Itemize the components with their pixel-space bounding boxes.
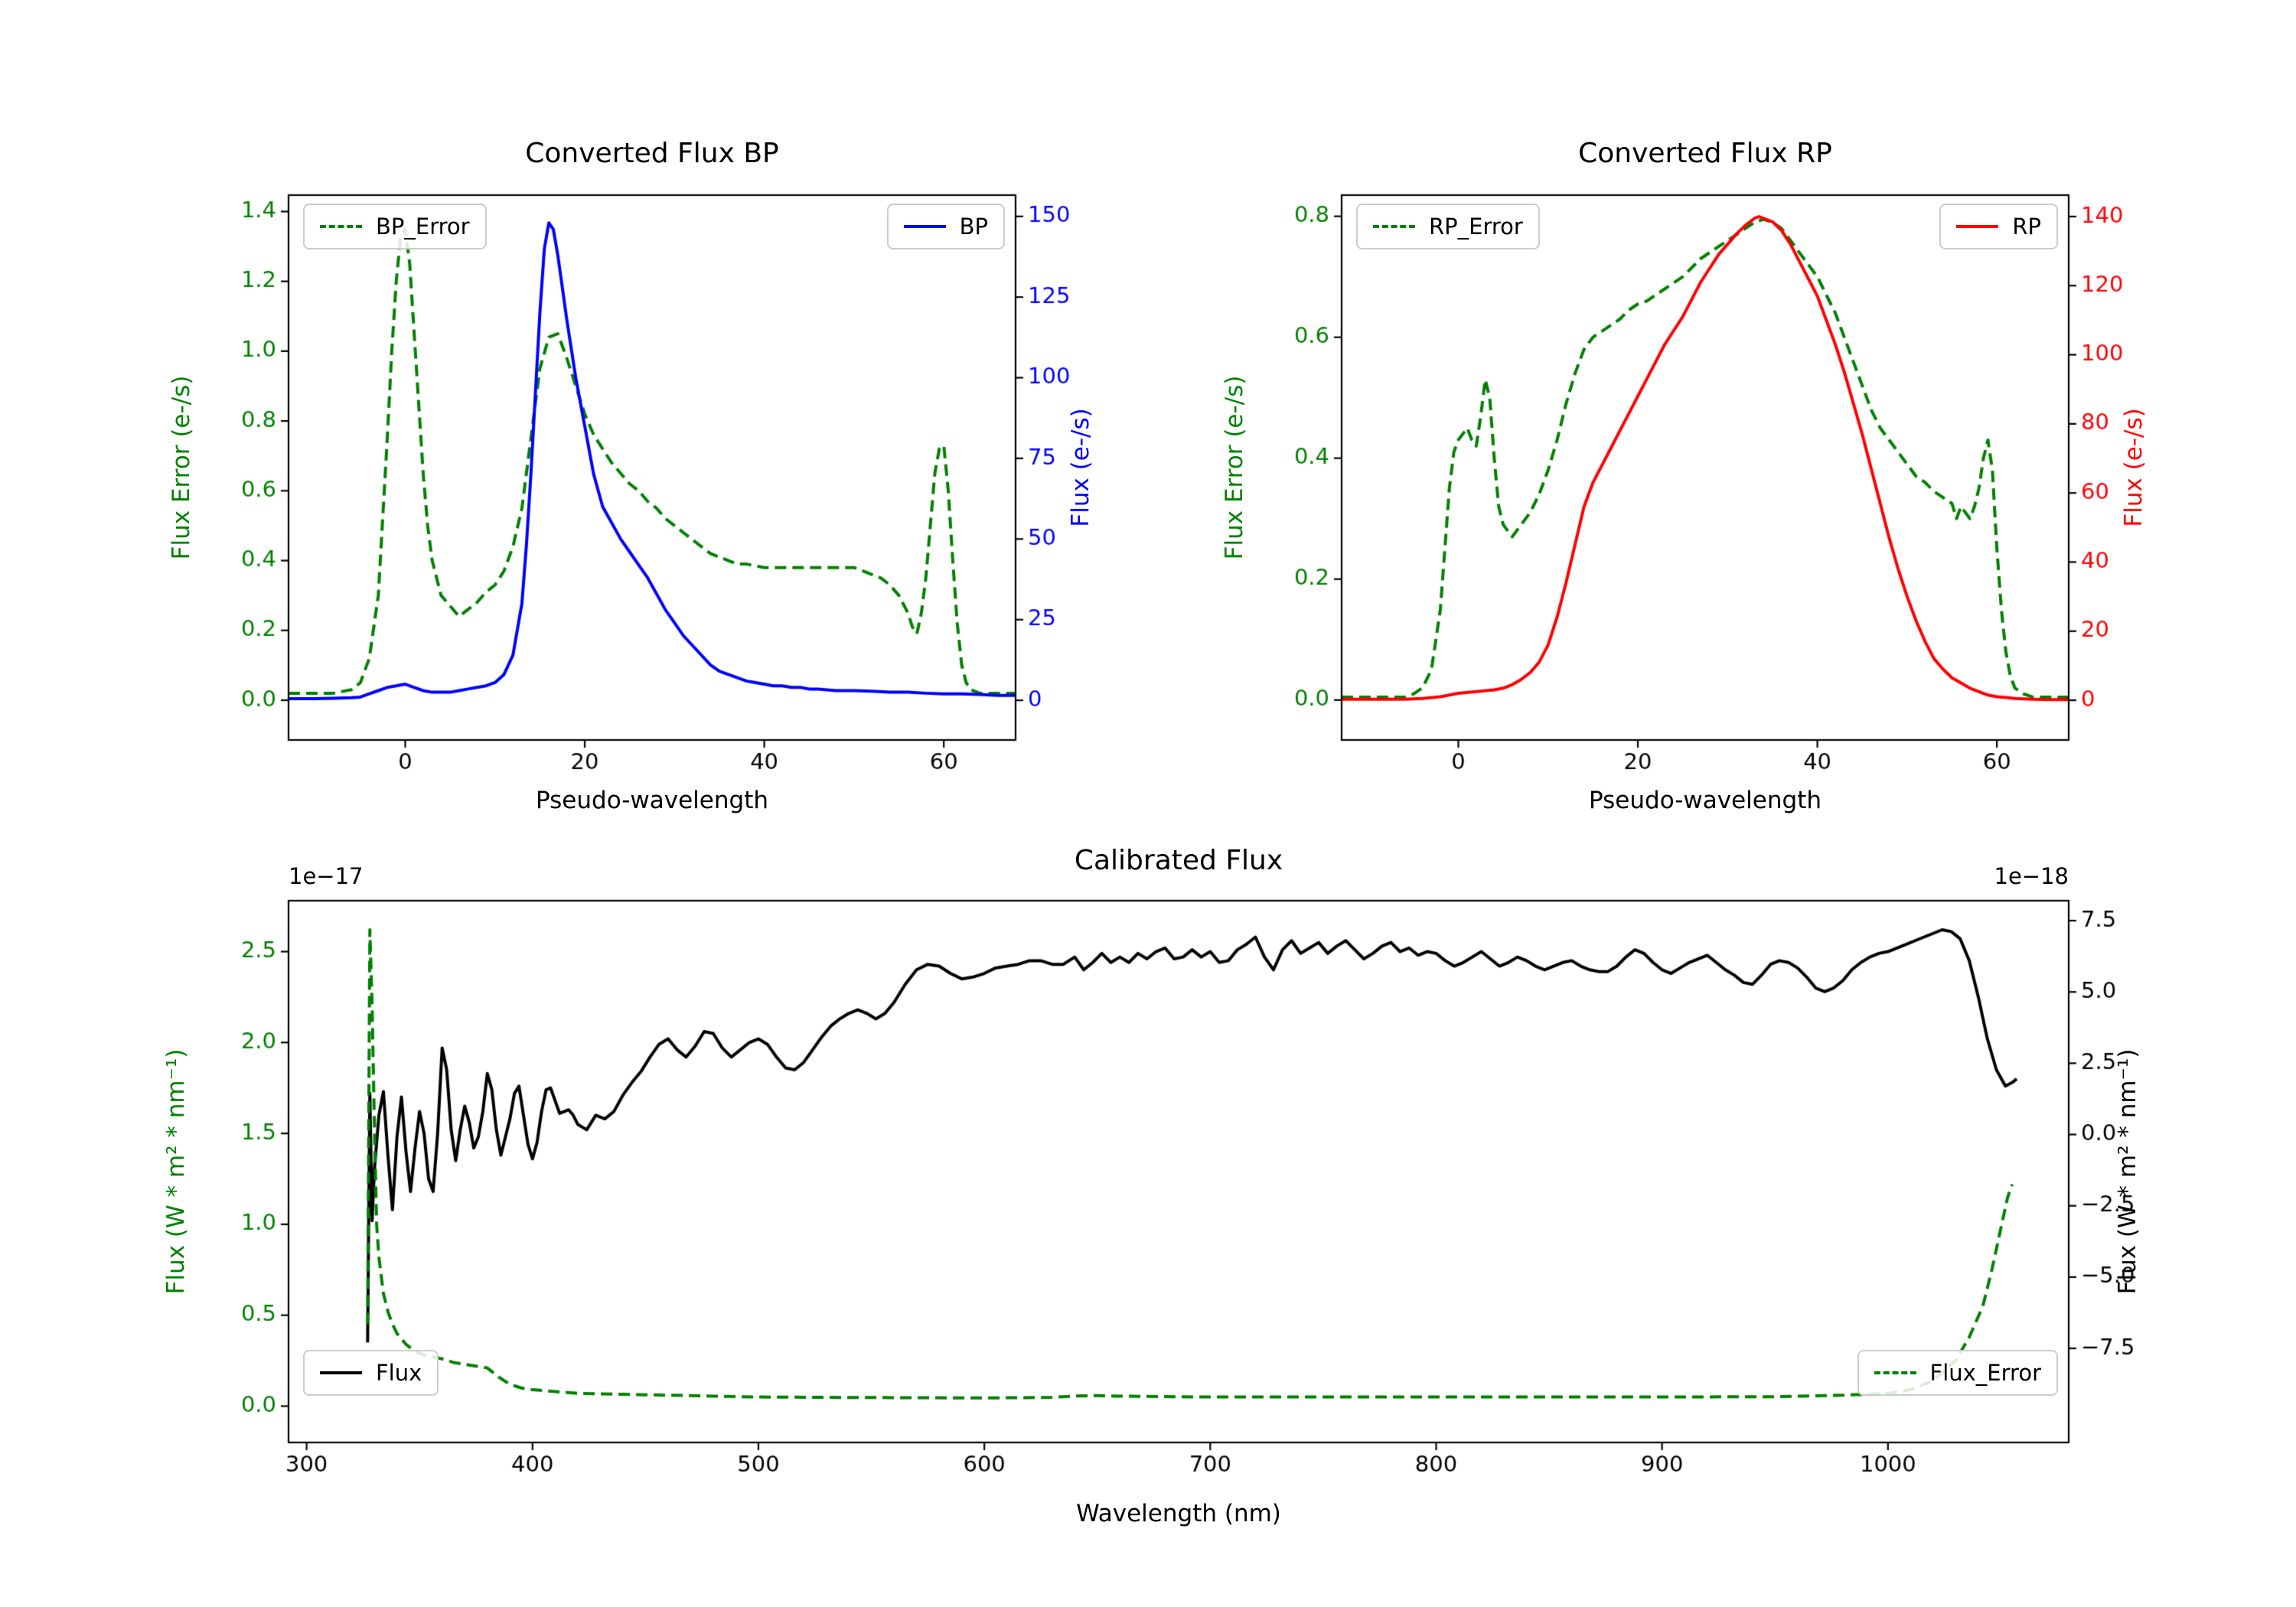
flux-error-legend: Flux_Error — [1857, 1350, 2058, 1396]
bp-chart-panel: Converted Flux BP Pseudo-wavelength Flux… — [0, 0, 1133, 857]
bp-error-legend-dashed-line-icon — [320, 225, 362, 228]
right-axis-offset-text: 1e−18 — [1994, 863, 2069, 889]
calibrated-flux-xaxis-label: Wavelength (nm) — [1076, 1500, 1281, 1527]
bp-xaxis-label: Pseudo-wavelength — [535, 787, 769, 814]
flux-error-legend-dashed-line-icon — [1874, 1371, 1916, 1374]
flux-error-legend-label: Flux_Error — [1929, 1360, 2041, 1386]
rp-error-legend: RP_Error — [1356, 204, 1540, 249]
bp-left-yaxis-label: Flux Error (e-/s) — [168, 375, 195, 560]
flux-legend-label: Flux — [376, 1360, 422, 1386]
rp-chart-panel: Converted Flux RP Pseudo-wavelength Flux… — [1133, 0, 2296, 857]
bp-error-legend: BP_Error — [303, 204, 487, 249]
rp-plot-canvas — [1133, 0, 2296, 857]
rp-legend-solid-line-icon — [1956, 225, 1999, 228]
flux-legend: Flux — [303, 1350, 439, 1396]
flux-legend-solid-line-icon — [320, 1371, 362, 1374]
calibrated-flux-left-yaxis-label: Flux (W * m² * nm⁻¹) — [162, 1048, 190, 1295]
rp-left-yaxis-label: Flux Error (e-/s) — [1221, 375, 1248, 560]
rp-error-legend-dashed-line-icon — [1373, 225, 1415, 228]
bp-plot-canvas — [0, 0, 1133, 857]
rp-legend-label: RP — [2012, 214, 2041, 240]
calibrated-flux-chart-panel: Calibrated Flux 1e−17 1e−18 Wavelength (… — [0, 842, 2296, 1607]
rp-legend: RP — [1939, 204, 2058, 249]
left-axis-offset-text: 1e−17 — [289, 863, 364, 889]
bp-legend-solid-line-icon — [903, 225, 946, 228]
calibrated-flux-plot-canvas — [0, 842, 2296, 1607]
calibrated-flux-chart-title: Calibrated Flux — [1074, 845, 1283, 876]
rp-chart-title: Converted Flux RP — [1578, 138, 1832, 169]
bp-chart-title: Converted Flux BP — [525, 138, 779, 169]
bp-right-yaxis-label: Flux (e-/s) — [1067, 408, 1094, 527]
bp-legend: BP — [886, 204, 1005, 249]
rp-xaxis-label: Pseudo-wavelength — [1588, 787, 1822, 814]
rp-error-legend-label: RP_Error — [1429, 214, 1523, 240]
rp-right-yaxis-label: Flux (e-/s) — [2120, 408, 2148, 527]
bp-legend-label: BP — [959, 214, 988, 240]
bp-error-legend-label: BP_Error — [376, 214, 470, 240]
calibrated-flux-right-yaxis-label: Flux (W * m² * nm⁻¹) — [2114, 1048, 2141, 1295]
